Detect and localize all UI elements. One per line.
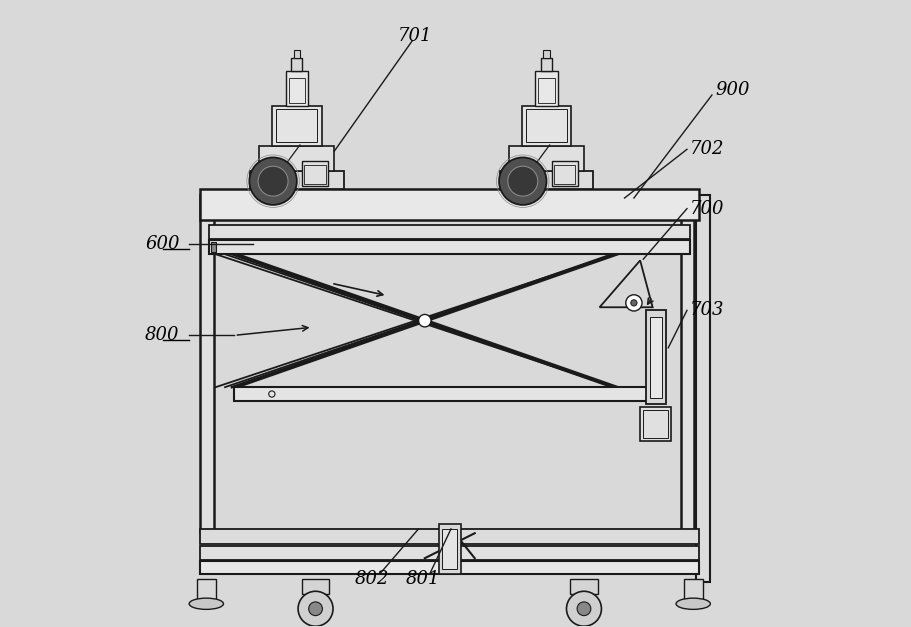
Bar [302,579,329,594]
Bar [210,243,215,252]
Bar [645,310,665,404]
Circle shape [625,295,641,311]
Bar [551,161,577,186]
Bar [540,58,551,71]
Circle shape [418,314,431,327]
Text: 701: 701 [398,27,432,45]
Bar [537,78,554,102]
Bar [304,165,325,184]
Bar [289,78,304,102]
Text: 900: 900 [714,81,749,99]
Bar [200,189,699,220]
Bar [508,146,583,171]
Bar [640,407,670,441]
Bar [680,195,693,532]
Text: 600: 600 [145,234,179,253]
Bar [649,317,661,398]
Bar [302,161,328,186]
Text: 700: 700 [690,199,723,218]
Bar [569,579,597,594]
Bar [642,410,668,438]
Bar [535,71,558,105]
Bar [200,561,699,574]
Bar [197,579,215,604]
Bar [293,50,300,58]
Circle shape [298,591,333,626]
Bar [553,165,575,184]
Bar [234,387,664,401]
Circle shape [566,591,600,626]
Circle shape [249,157,296,205]
Bar [276,109,317,142]
Bar [210,241,690,254]
Bar [200,195,213,532]
Circle shape [577,602,590,616]
Text: 801: 801 [405,570,440,587]
Circle shape [258,166,288,196]
Bar [521,105,571,146]
Bar [696,195,710,582]
Text: 800: 800 [145,326,179,344]
Circle shape [308,602,322,616]
Bar [442,529,456,569]
Bar [259,146,334,171]
Bar [285,71,308,105]
Ellipse shape [675,598,710,609]
Text: 802: 802 [354,570,389,587]
Bar [200,529,699,544]
Bar [200,546,699,560]
Circle shape [507,166,537,196]
Bar [210,225,690,239]
Polygon shape [599,260,652,307]
Bar [438,525,460,574]
Bar [543,50,549,58]
Bar [250,171,343,189]
Circle shape [630,300,636,306]
Bar [291,58,302,71]
Bar [271,105,322,146]
Text: 702: 702 [690,140,723,159]
Text: 703: 703 [690,302,723,319]
Circle shape [498,157,546,205]
Bar [499,171,593,189]
Bar [683,579,701,604]
Bar [526,109,567,142]
Ellipse shape [189,598,223,609]
